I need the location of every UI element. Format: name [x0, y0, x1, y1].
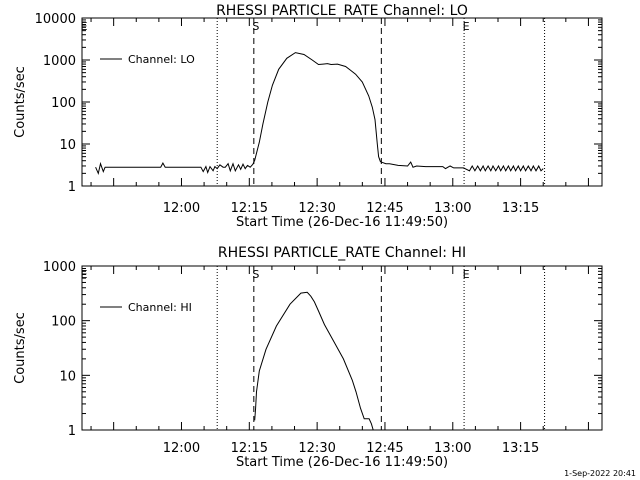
x-tick-label: 13:00	[434, 201, 471, 216]
marker-label: S	[252, 268, 259, 281]
marker-label: S	[252, 20, 259, 33]
series-line	[254, 291, 374, 431]
y-tick-label: 1	[68, 180, 76, 195]
chart-channel-hi: RHESSI PARTICLE_RATE Channel: HI 1 10 100 10…	[13, 245, 603, 470]
y-tick-label: 1	[68, 424, 76, 439]
legend-label: Channel: HI	[128, 301, 192, 314]
marker-label: E	[463, 268, 470, 281]
x-tick-label: 12:30	[298, 201, 335, 216]
x-tick-label: 12:45	[366, 201, 403, 216]
x-tick-label: 13:00	[434, 441, 471, 456]
legend-label: Channel: LO	[128, 53, 195, 66]
y-tick-label: 100	[51, 315, 76, 330]
x-tick-label: 12:00	[163, 441, 200, 456]
series-line	[95, 52, 544, 175]
x-tick-label: 12:45	[366, 441, 403, 456]
marker-label: E	[81, 20, 88, 33]
x-tick-label: 12:30	[298, 441, 335, 456]
y-tick-label: 10000	[35, 12, 76, 27]
y-axis-label: Counts/sec	[13, 66, 28, 138]
chart-channel-lo: RHESSI PARTICLE_RATE Channel: LO 1 10 100 10…	[13, 3, 603, 230]
x-tick-label: 12:15	[231, 441, 268, 456]
marker-label: E	[81, 268, 88, 281]
x-axis-label: Start Time (26-Dec-16 11:49:50)	[236, 455, 448, 470]
chart-title: RHESSI PARTICLE_RATE Channel: HI	[218, 245, 466, 261]
x-tick-label: 13:15	[502, 201, 539, 216]
y-axis-label: Counts/sec	[13, 312, 28, 384]
chart-title: RHESSI PARTICLE_RATE Channel: LO	[216, 3, 468, 19]
plot-frame	[81, 265, 603, 431]
y-tick-label: 10	[59, 138, 76, 153]
y-tick-label: 1000	[43, 260, 76, 275]
x-axis-label: Start Time (26-Dec-16 11:49:50)	[236, 215, 448, 230]
y-tick-label: 10	[59, 369, 76, 384]
x-tick-label: 13:15	[502, 441, 539, 456]
footer-timestamp: 1-Sep-2022 20:41	[564, 469, 636, 478]
y-tick-label: 100	[51, 96, 76, 111]
x-tick-label: 12:00	[163, 201, 200, 216]
marker-label: E	[463, 20, 470, 33]
y-tick-label: 1000	[43, 54, 76, 69]
x-tick-label: 12:15	[231, 201, 268, 216]
